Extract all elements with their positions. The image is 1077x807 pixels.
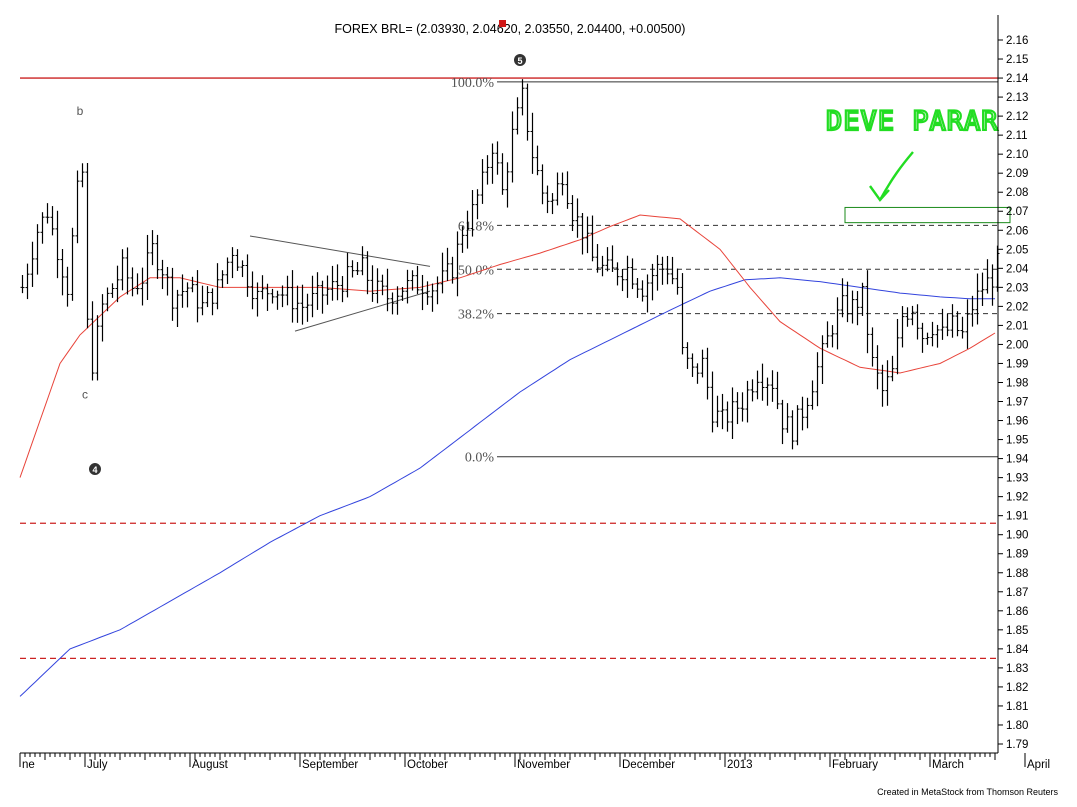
- chart-credit: Created in MetaStock from Thomson Reuter…: [877, 787, 1058, 797]
- y-tick-label: 2.14: [1006, 73, 1029, 85]
- y-tick-label: 1.98: [1006, 377, 1028, 389]
- annotation-arrowhead: [869, 185, 890, 202]
- y-tick-label: 1.88: [1006, 568, 1028, 580]
- fib-level-label: 0.0%: [465, 451, 495, 466]
- y-tick-label: 2.00: [1006, 339, 1028, 351]
- fib-level-label: 38.2%: [458, 308, 495, 323]
- y-tick-label: 2.11: [1006, 130, 1028, 142]
- wave-label: 5: [517, 56, 522, 66]
- y-tick-label: 1.85: [1006, 625, 1028, 637]
- y-tick-label: 1.80: [1006, 720, 1028, 732]
- y-tick-label: 2.04: [1006, 263, 1029, 275]
- ma-short-line: [19, 214, 996, 478]
- y-tick-label: 1.89: [1006, 549, 1028, 561]
- x-tick-label: August: [192, 759, 229, 771]
- ma-long-line: [19, 277, 995, 697]
- x-tick-label: 2013: [727, 759, 753, 771]
- x-tick-label: ne: [22, 759, 35, 771]
- fib-level-label: 100.0%: [451, 76, 495, 91]
- y-tick-label: 1.90: [1006, 530, 1028, 542]
- wave-label: c: [82, 388, 88, 402]
- x-tick-label: July: [87, 759, 108, 771]
- y-tick-label: 2.10: [1006, 149, 1028, 161]
- x-tick-label: April: [1027, 759, 1050, 771]
- y-tick-label: 1.82: [1006, 682, 1028, 694]
- y-tick-label: 1.94: [1006, 454, 1029, 466]
- y-tick-label: 2.03: [1006, 282, 1028, 294]
- y-tick-label: 1.96: [1006, 416, 1028, 428]
- y-tick-label: 1.93: [1006, 473, 1028, 485]
- y-tick-label: 1.92: [1006, 492, 1028, 504]
- y-tick-label: 1.81: [1006, 701, 1028, 713]
- chart-title: FOREX BRL= (2.03930, 2.04620, 2.03550, 2…: [335, 22, 686, 36]
- x-tick-label: March: [932, 759, 964, 771]
- y-tick-label: 1.99: [1006, 358, 1028, 370]
- y-tick-label: 1.91: [1006, 511, 1028, 523]
- y-tick-label: 2.07: [1006, 206, 1028, 218]
- y-tick-label: 1.95: [1006, 435, 1028, 447]
- x-tick-label: February: [832, 759, 878, 771]
- annotation-text: DEVE PARAR: [826, 106, 999, 137]
- triangle-trendline: [294, 290, 431, 332]
- y-tick-label: 1.79: [1006, 739, 1028, 751]
- axes: 1.79 1.80 1.81 1.82 1.83 1.84 1.85 1.86 1.87 1.88…: [19, 15, 1050, 771]
- y-tick-label: 2.02: [1006, 301, 1028, 313]
- y-tick-label: 2.13: [1006, 92, 1028, 104]
- y-tick-label: 1.84: [1006, 644, 1029, 656]
- y-tick-label: 1.97: [1006, 397, 1028, 409]
- y-tick-label: 2.12: [1006, 111, 1028, 123]
- wave-label: 4: [92, 465, 97, 475]
- y-tick-label: 2.15: [1006, 54, 1028, 66]
- triangle-trendline: [249, 235, 431, 267]
- target-box: [844, 206, 1011, 224]
- wave-label: b: [77, 104, 84, 118]
- fib-level-label: 61.8%: [458, 219, 495, 234]
- x-tick-label: September: [302, 759, 358, 771]
- title-marker-icon: [499, 20, 506, 27]
- plot-area: 100.0% 61.8% 50.0% 38.2% 0.0% DEVE PARAR b c 4 5: [19, 20, 1011, 697]
- fib-level-label: 50.0%: [458, 263, 495, 278]
- y-tick-label: 1.83: [1006, 663, 1028, 675]
- x-tick-label: October: [407, 759, 448, 771]
- x-tick-label: December: [622, 759, 675, 771]
- y-tick-label: 2.09: [1006, 168, 1028, 180]
- y-tick-label: 2.08: [1006, 187, 1028, 199]
- wave-circle-marker: [514, 53, 526, 66]
- x-tick-label: November: [517, 759, 570, 771]
- y-tick-label: 2.06: [1006, 225, 1028, 237]
- y-tick-label: 1.86: [1006, 606, 1028, 618]
- y-tick-label: 2.05: [1006, 244, 1028, 256]
- annotation-arrow: [878, 151, 914, 201]
- wave-circle-marker: [89, 463, 101, 476]
- y-tick-label: 2.16: [1006, 35, 1028, 47]
- y-tick-label: 1.87: [1006, 587, 1028, 599]
- y-tick-label: 2.01: [1006, 320, 1028, 332]
